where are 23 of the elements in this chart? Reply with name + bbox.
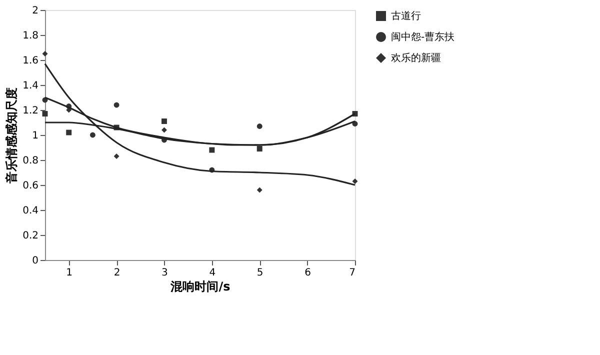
x-axis-title: 混响时间/s xyxy=(170,280,230,294)
x-tick-label: 2 xyxy=(114,268,120,278)
legend-label: 闽中怨-曹东扶 xyxy=(391,31,455,43)
legend-label: 欢乐的新疆 xyxy=(391,52,441,64)
y-tick-label: 1.6 xyxy=(22,56,38,66)
y-axis-title: 音乐情感感知尺度 xyxy=(4,88,19,184)
y-tick-label: 1 xyxy=(32,130,38,142)
y-tick-label: 1.4 xyxy=(22,80,38,92)
y-tick-label: 0.8 xyxy=(22,156,38,166)
y-tick-label: 1.2 xyxy=(22,106,38,116)
x-tick-label: 4 xyxy=(209,268,216,278)
x-tick-label: 5 xyxy=(256,268,264,278)
x-tick-label: 6 xyxy=(304,268,311,278)
x-tick-label: 7 xyxy=(349,268,356,278)
y-tick-label: 0.2 xyxy=(22,230,38,242)
y-tick-label: 1.8 xyxy=(22,30,38,42)
y-tick-label: 0 xyxy=(32,256,38,266)
y-tick-label: 0.4 xyxy=(22,206,38,216)
y-tick-label: 2 xyxy=(32,6,38,16)
x-tick-label: 1 xyxy=(66,268,73,278)
x-tick-label: 3 xyxy=(162,268,168,278)
legend-label: 古道行 xyxy=(391,10,421,22)
y-tick-label: 0.6 xyxy=(22,180,38,192)
